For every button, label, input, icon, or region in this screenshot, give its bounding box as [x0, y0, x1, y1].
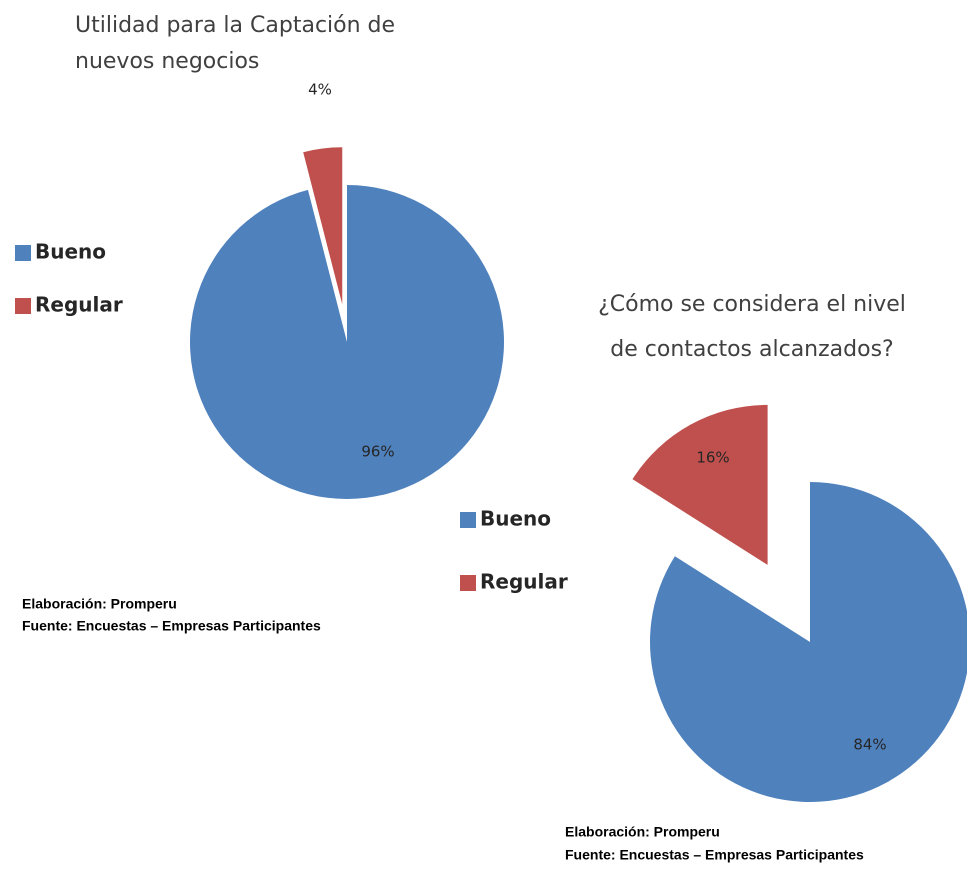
source-note: Fuente: Encuestas – Empresas Participant… — [565, 847, 864, 863]
chart-title: de contactos alcanzados? — [610, 337, 893, 362]
source-note: Fuente: Encuestas – Empresas Participant… — [22, 618, 321, 634]
pie-slice — [650, 482, 967, 802]
source-note: Elaboración: Promperu — [22, 596, 177, 612]
legend-swatch — [15, 298, 31, 314]
data-label: 84% — [853, 736, 886, 754]
chart-title: Utilidad para la Captación de — [75, 13, 395, 38]
legend-label: Regular — [35, 293, 123, 317]
legend-label: Bueno — [480, 507, 551, 531]
data-label: 4% — [308, 81, 332, 99]
data-label: 96% — [361, 443, 394, 461]
pie-slice — [632, 404, 768, 565]
data-label: 16% — [696, 449, 729, 467]
legend-label: Bueno — [35, 240, 106, 264]
legend-label: Regular — [480, 570, 568, 594]
legend-swatch — [15, 245, 31, 261]
legend-swatch — [460, 512, 476, 528]
chart-title: nuevos negocios — [75, 49, 259, 74]
source-note: Elaboración: Promperu — [565, 824, 720, 840]
pie-slice — [303, 147, 343, 305]
chart-title: ¿Cómo se considera el nivel — [598, 292, 906, 317]
pie-slice — [189, 185, 504, 500]
legend-swatch — [460, 575, 476, 591]
